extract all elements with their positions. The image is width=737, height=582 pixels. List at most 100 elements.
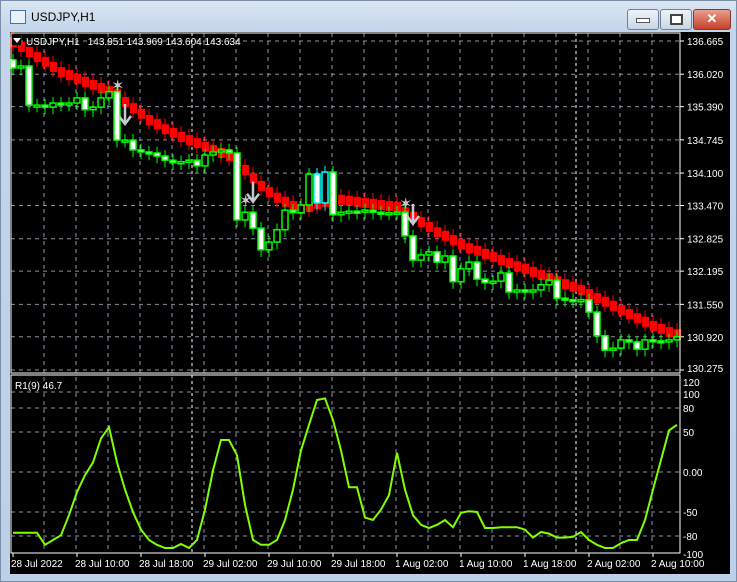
band-body bbox=[90, 79, 97, 90]
sell-arrow-icon bbox=[118, 104, 132, 127]
candle-body bbox=[145, 151, 153, 155]
candle-body bbox=[673, 336, 681, 341]
star-signal-icon: ✶ bbox=[399, 196, 412, 213]
candle-body bbox=[601, 335, 609, 351]
candle-body bbox=[457, 268, 465, 283]
maximize-icon bbox=[669, 14, 683, 25]
candle-body bbox=[577, 298, 585, 303]
candle-body bbox=[353, 210, 361, 214]
candle-body bbox=[497, 272, 505, 282]
candle-body bbox=[545, 279, 553, 286]
candle-body bbox=[169, 159, 177, 164]
candle-body bbox=[161, 155, 169, 161]
time-tick-label: 2 Aug 10:00 bbox=[651, 559, 705, 570]
candle-body bbox=[489, 280, 497, 284]
candle-body bbox=[441, 255, 449, 263]
candle-body bbox=[321, 171, 329, 204]
candle-body bbox=[249, 211, 257, 229]
band-body bbox=[490, 251, 497, 262]
band-body bbox=[658, 324, 665, 335]
candle-body bbox=[529, 289, 537, 293]
band-body bbox=[602, 296, 609, 307]
band-body bbox=[570, 281, 577, 292]
band-body bbox=[82, 76, 89, 87]
candle-body bbox=[65, 102, 73, 106]
candle-body bbox=[385, 211, 393, 216]
oscillator-line bbox=[13, 397, 678, 550]
band-body bbox=[538, 269, 545, 280]
band-body bbox=[258, 180, 265, 191]
band-body bbox=[42, 56, 49, 67]
oscillator-tick-label: 120 bbox=[683, 378, 700, 389]
candle-body bbox=[33, 104, 41, 108]
band-body bbox=[186, 135, 193, 146]
time-tick-label: 29 Jul 10:00 bbox=[267, 559, 322, 570]
band-body bbox=[338, 194, 345, 205]
candle-body bbox=[281, 209, 289, 231]
band-body bbox=[50, 61, 57, 72]
candle-body bbox=[449, 255, 457, 283]
time-tick-label: 28 Jul 18:00 bbox=[139, 559, 194, 570]
candle-body bbox=[649, 339, 657, 343]
band-body bbox=[514, 261, 521, 272]
candle-body bbox=[521, 289, 529, 293]
time-tick-label: 28 Jul 10:00 bbox=[75, 559, 130, 570]
candle-body bbox=[129, 139, 137, 151]
band-body bbox=[58, 67, 65, 78]
price-tick-label: 131.550 bbox=[687, 300, 724, 311]
candle-body bbox=[329, 171, 337, 216]
price-tick-label: 132.825 bbox=[687, 235, 724, 246]
candle-body bbox=[49, 102, 57, 108]
candle-body bbox=[137, 149, 145, 153]
star-signal-icon: ✶ bbox=[111, 78, 124, 95]
maximize-button[interactable] bbox=[660, 9, 692, 30]
candle-body bbox=[81, 97, 89, 111]
candle-body bbox=[465, 261, 473, 270]
candle-body bbox=[265, 241, 273, 251]
band-body bbox=[274, 192, 281, 203]
oscillator-tick-label: 0.00 bbox=[683, 468, 703, 479]
oscillator-panel-border bbox=[10, 374, 681, 554]
band-body bbox=[74, 73, 81, 84]
band-body bbox=[530, 266, 537, 277]
band-body bbox=[474, 245, 481, 256]
band-body bbox=[642, 316, 649, 327]
candle-body bbox=[89, 106, 97, 111]
band-body bbox=[34, 52, 41, 63]
candle-body bbox=[105, 90, 113, 99]
band-body bbox=[458, 239, 465, 250]
oscillator-label: R1(9) 46.7 bbox=[15, 381, 63, 392]
band-body bbox=[154, 119, 161, 130]
candle-body bbox=[209, 151, 217, 156]
price-tick-label: 130.275 bbox=[687, 364, 724, 375]
band-body bbox=[482, 248, 489, 259]
band-body bbox=[498, 255, 505, 266]
candle-body bbox=[585, 298, 593, 313]
band-body bbox=[442, 230, 449, 241]
candle-body bbox=[377, 211, 385, 215]
band-body bbox=[562, 279, 569, 290]
price-chart[interactable]: 136.665 136.020 135.390 134.745 134.100 133.4… bbox=[10, 32, 730, 574]
minimize-button[interactable] bbox=[627, 9, 659, 30]
candle-body bbox=[433, 251, 441, 263]
band-body bbox=[122, 96, 129, 107]
time-tick-label: 28 Jul 2022 bbox=[11, 559, 63, 570]
price-tick-label: 134.745 bbox=[687, 136, 724, 147]
band-body bbox=[666, 327, 673, 338]
oscillator-tick-label: 50 bbox=[683, 428, 695, 439]
band-body bbox=[178, 131, 185, 142]
candle-body bbox=[297, 204, 305, 214]
candle-body bbox=[10, 59, 17, 69]
band-body bbox=[242, 164, 249, 175]
panel-menu-triangle-icon bbox=[13, 38, 21, 43]
ohlc-label: 143.951 143.969 143.604 143.634 bbox=[88, 37, 241, 48]
close-button[interactable]: ✕ bbox=[693, 9, 731, 30]
band-body bbox=[170, 127, 177, 138]
sell-arrow-icon bbox=[406, 203, 420, 226]
band-body bbox=[266, 187, 273, 198]
candle-body bbox=[561, 297, 569, 301]
candle-body bbox=[537, 284, 545, 291]
oscillator-tick-label: -50 bbox=[683, 508, 698, 519]
band-body bbox=[386, 200, 393, 211]
candle-body bbox=[217, 149, 225, 153]
